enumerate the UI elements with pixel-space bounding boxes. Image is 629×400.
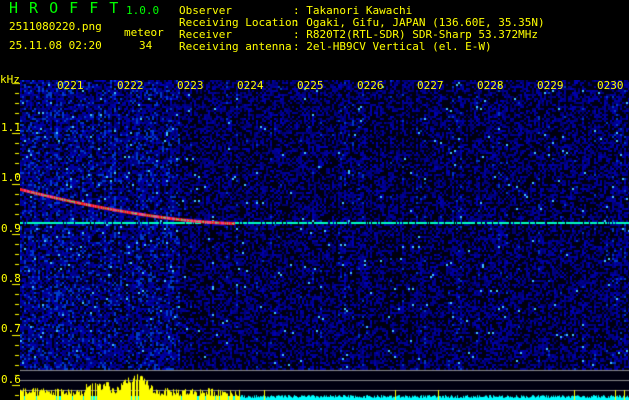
x-tick-label: 0225 [297, 79, 324, 92]
info-key: Receiving antenna [179, 40, 292, 53]
info-key: Observer [179, 4, 232, 17]
x-tick-label: 0226 [357, 79, 384, 92]
file-name: 2511080220.png [9, 20, 102, 33]
y-axis-ticks [0, 80, 20, 400]
x-tick-label: 0221 [57, 79, 84, 92]
meteor-count: 34 [139, 39, 153, 52]
x-tick-label: 0224 [237, 79, 264, 92]
info-key: Receiving Location [179, 16, 299, 29]
x-tick-label: 0228 [477, 79, 504, 92]
x-tick-label: 0229 [537, 79, 564, 92]
x-tick-label: 0223 [177, 79, 204, 92]
info-value: : 2el-HB9CV Vertical (el. E-W) [293, 40, 492, 53]
spectrogram [20, 80, 629, 400]
app-version: 1.0.0 [126, 4, 160, 17]
meteor-label: meteor [124, 26, 164, 39]
file-datetime: 25.11.08 02:20 [9, 39, 102, 52]
info-value: : Ogaki, Gifu, JAPAN (136.60E, 35.35N) [293, 16, 545, 29]
app-title: H R O F F T [9, 0, 119, 17]
x-tick-label: 0222 [117, 79, 144, 92]
x-tick-label: 0227 [417, 79, 444, 92]
info-value: : Takanori Kawachi [293, 4, 413, 17]
info-key: Receiver [179, 28, 232, 41]
x-tick-label: 0230 [597, 79, 624, 92]
info-value: : R820T2(RTL-SDR) SDR-Sharp 53.372MHz [293, 28, 539, 41]
